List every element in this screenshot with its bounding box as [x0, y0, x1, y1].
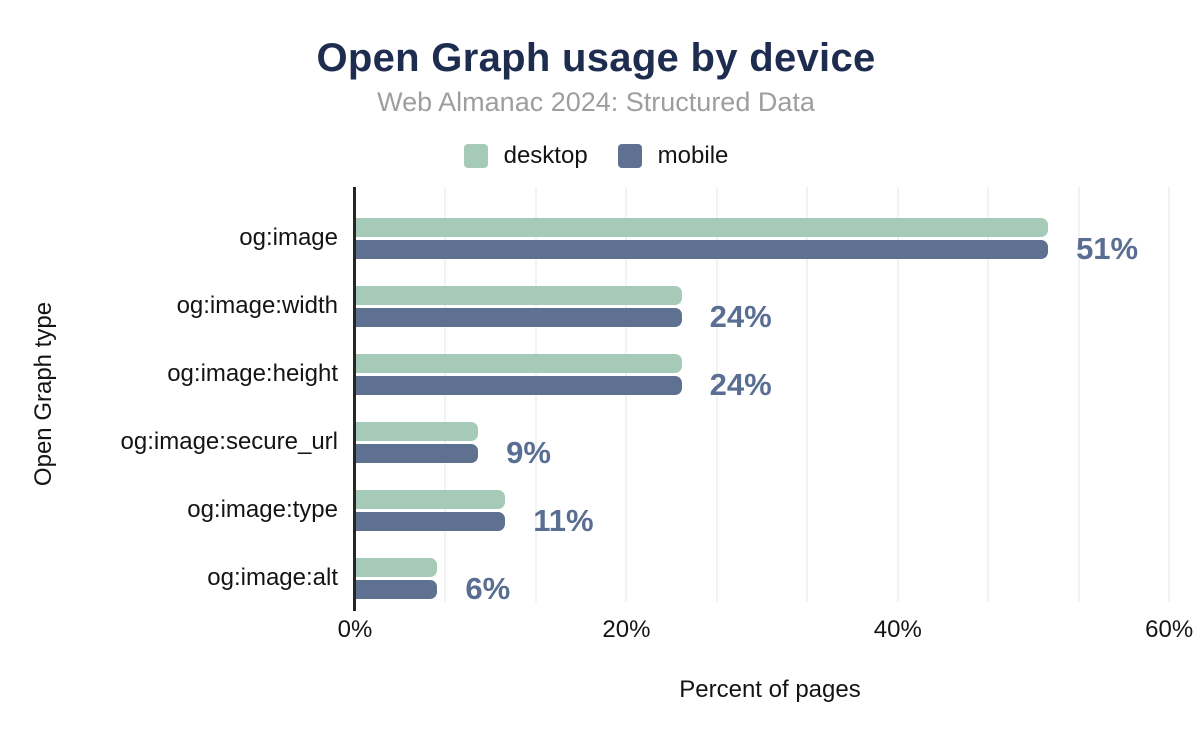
plot-area: 51% 24% 24% 9% 11% 6% 0% 20% 40% 60%	[338, 187, 1193, 643]
bar-desktop	[356, 489, 506, 509]
gridline	[625, 187, 628, 602]
bar-mobile	[356, 511, 506, 531]
category-label: og:image:height	[167, 360, 338, 387]
x-axis-title: Percent of pages	[679, 676, 861, 703]
category-label: og:image:secure_url	[120, 428, 338, 455]
bar-desktop	[356, 353, 682, 373]
x-tick-label: 0%	[337, 616, 373, 643]
x-tick-label: 60%	[1145, 616, 1194, 643]
bar-desktop	[356, 217, 1049, 237]
chart-title: Open Graph usage by device	[316, 36, 876, 80]
bar-mobile	[356, 239, 1049, 259]
legend-label: mobile	[657, 142, 729, 169]
value-label: 6%	[465, 571, 511, 606]
gridline	[444, 187, 447, 602]
category-label: og:image:width	[176, 292, 338, 319]
legend-item-desktop: desktop	[463, 142, 588, 170]
gridline	[896, 187, 899, 602]
value-label: 24%	[709, 299, 772, 334]
legend-label: desktop	[503, 142, 588, 169]
legend-swatch-mobile-icon	[617, 144, 642, 168]
legend: desktop mobile	[0, 142, 1192, 170]
gridline	[806, 187, 809, 602]
value-label: 24%	[709, 367, 772, 402]
bar-mobile	[356, 307, 682, 327]
legend-item-mobile: mobile	[617, 142, 729, 170]
legend-swatch-desktop-icon	[463, 144, 488, 168]
x-tick-label: 40%	[873, 616, 922, 643]
bar-desktop	[356, 285, 682, 305]
y-axis-line	[353, 187, 356, 611]
x-tick-label: 20%	[602, 616, 651, 643]
value-label: 9%	[506, 435, 551, 470]
y-axis-title: Open Graph type	[30, 301, 57, 487]
gridline	[987, 187, 990, 602]
bar-mobile	[356, 375, 682, 395]
bar-mobile	[356, 443, 479, 463]
category-label: og:image:alt	[207, 564, 338, 591]
value-label: 11%	[533, 503, 594, 538]
bar-desktop	[356, 557, 438, 577]
value-label: 51%	[1076, 231, 1139, 266]
gridline	[1168, 187, 1171, 602]
bar-desktop	[356, 421, 479, 441]
chart-subtitle: Web Almanac 2024: Structured Data	[377, 87, 815, 117]
gridline	[715, 187, 718, 602]
gridline	[534, 187, 537, 602]
bar-mobile	[356, 579, 438, 599]
category-label: og:image:type	[187, 496, 338, 523]
gridline	[1077, 187, 1080, 602]
category-label: og:image	[239, 224, 338, 251]
